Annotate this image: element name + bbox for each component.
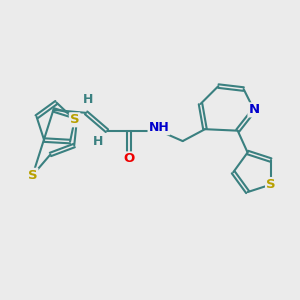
Text: N: N <box>248 103 260 116</box>
Text: S: S <box>70 113 80 126</box>
Text: H: H <box>93 135 103 148</box>
Text: S: S <box>28 169 38 182</box>
Text: NH: NH <box>148 121 169 134</box>
Text: O: O <box>124 152 135 165</box>
Text: S: S <box>266 178 276 191</box>
Text: H: H <box>82 93 93 106</box>
